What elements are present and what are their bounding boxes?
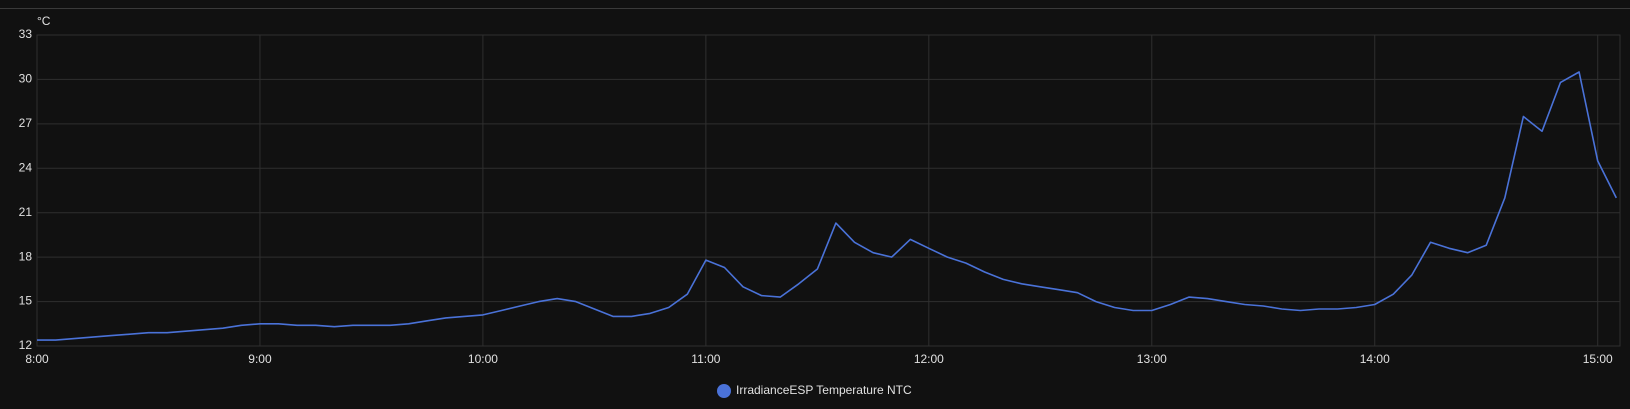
x-tick-label: 10:00 xyxy=(468,352,498,366)
legend: IrradianceESP Temperature NTC xyxy=(717,383,912,398)
y-tick-label: 24 xyxy=(19,160,33,174)
y-unit: °C xyxy=(37,14,51,28)
y-tick-label: 30 xyxy=(19,72,33,86)
x-tick-label: 11:00 xyxy=(691,352,720,366)
x-tick-label: 12:00 xyxy=(914,352,944,366)
legend-label: IrradianceESP Temperature NTC xyxy=(736,383,912,397)
x-tick-label: 14:00 xyxy=(1360,352,1390,366)
y-tick-label: 33 xyxy=(19,27,33,41)
x-tick-label: 8:00 xyxy=(25,352,49,366)
y-tick-label: 21 xyxy=(19,205,33,219)
legend-swatch xyxy=(717,384,731,398)
y-tick-label: 27 xyxy=(19,116,33,130)
y-tick-label: 12 xyxy=(19,338,33,352)
series-line xyxy=(37,71,1618,341)
x-tick-label: 9:00 xyxy=(248,352,272,366)
y-tick-label: 15 xyxy=(19,294,33,308)
x-tick-label: 13:00 xyxy=(1137,352,1167,366)
y-tick-label: 18 xyxy=(19,249,33,263)
x-tick-label: 15:00 xyxy=(1583,352,1613,366)
